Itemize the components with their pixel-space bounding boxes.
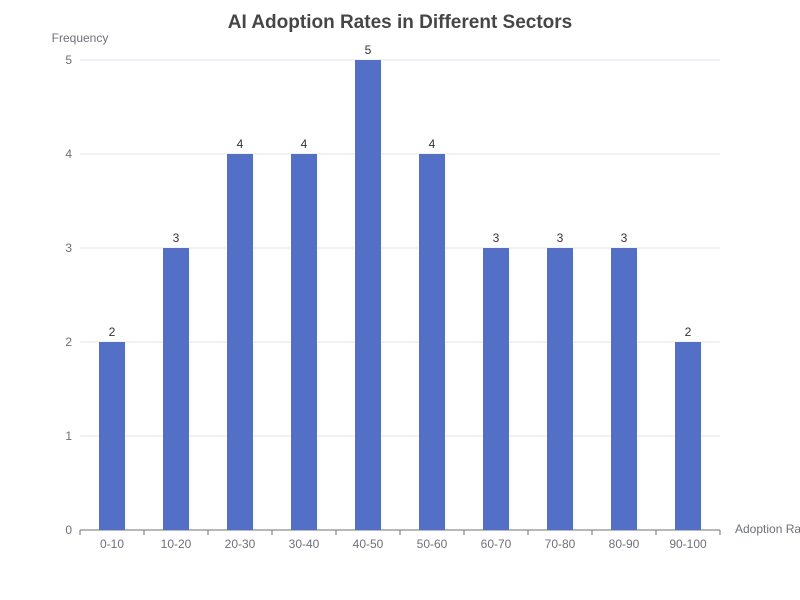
data-label: 2 xyxy=(685,325,692,339)
y-tick-label: 2 xyxy=(65,335,72,349)
x-tick-label: 30-40 xyxy=(289,537,320,551)
bar xyxy=(99,342,125,530)
bar xyxy=(227,154,253,530)
x-tick-label: 90-100 xyxy=(669,537,707,551)
data-label: 3 xyxy=(493,231,500,245)
bar xyxy=(547,248,573,530)
axes xyxy=(79,529,721,535)
labels: 0 1 2 3 4 5 2 0-10 3 10-20 4 20-30 4 30-40 5 40-50 4 50-6… xyxy=(65,43,707,551)
bar xyxy=(291,154,317,530)
y-tick-label: 5 xyxy=(65,53,72,67)
data-label: 5 xyxy=(365,43,372,57)
x-tick-label: 80-90 xyxy=(609,537,640,551)
bar xyxy=(163,248,189,530)
x-tick-label: 20-30 xyxy=(225,537,256,551)
x-tick-label: 50-60 xyxy=(417,537,448,551)
y-tick-label: 0 xyxy=(65,523,72,537)
data-label: 4 xyxy=(301,137,308,151)
y-tick-label: 3 xyxy=(65,241,72,255)
x-tick-label: 60-70 xyxy=(481,537,512,551)
x-tick-label: 40-50 xyxy=(353,537,384,551)
y-tick-label: 1 xyxy=(65,429,72,443)
bar xyxy=(483,248,509,530)
bar xyxy=(611,248,637,530)
y-tick-label: 4 xyxy=(65,147,72,161)
y-axis-label: Frequency xyxy=(52,31,109,45)
data-label: 3 xyxy=(173,231,180,245)
chart-title: AI Adoption Rates in Different Sectors xyxy=(228,12,573,33)
bar xyxy=(675,342,701,530)
x-tick-label: 0-10 xyxy=(100,537,124,551)
data-label: 3 xyxy=(621,231,628,245)
data-label: 2 xyxy=(109,325,116,339)
data-label: 4 xyxy=(429,137,436,151)
bars xyxy=(99,60,701,530)
x-axis-label: Adoption Rate xyxy=(735,522,800,536)
data-label: 4 xyxy=(237,137,244,151)
bar xyxy=(355,60,381,530)
x-tick-label: 70-80 xyxy=(545,537,576,551)
data-label: 3 xyxy=(557,231,564,245)
x-tick-label: 10-20 xyxy=(161,537,192,551)
bar xyxy=(419,154,445,530)
